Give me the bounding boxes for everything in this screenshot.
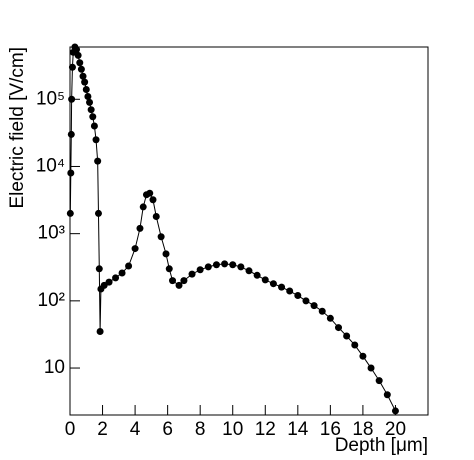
data-point (157, 233, 165, 241)
y-axis-title: Electric field [V/cm] (7, 47, 28, 209)
data-point (383, 391, 391, 399)
data-point (294, 292, 302, 300)
data-point (261, 276, 269, 284)
data-point (82, 85, 90, 93)
data-point (87, 106, 95, 114)
data-point (90, 122, 98, 130)
x-tick-label: 2 (97, 419, 108, 440)
data-point (136, 224, 144, 232)
data-point (66, 209, 74, 217)
x-axis-title: Depth [μm] (335, 435, 428, 456)
data-point (84, 93, 92, 101)
x-tick-label: 14 (287, 419, 309, 440)
data-point (86, 98, 94, 106)
data-point (343, 332, 351, 340)
y-tick-label: 10⁵ (36, 88, 65, 109)
x-tick-label: 0 (65, 419, 76, 440)
data-point (67, 169, 75, 177)
data-point (253, 271, 261, 279)
data-point (79, 72, 87, 80)
data-line (69, 45, 396, 412)
data-point (146, 189, 154, 197)
data-point (81, 78, 89, 86)
data-point (162, 250, 170, 258)
data-point (105, 278, 113, 286)
data-point (96, 327, 104, 335)
data-point (68, 63, 76, 71)
data-point (67, 130, 75, 138)
x-tick-label: 8 (195, 419, 206, 440)
data-point (212, 261, 220, 269)
data-point (229, 261, 237, 269)
data-point (94, 209, 102, 217)
data-point (149, 196, 157, 204)
x-tick-label: 4 (130, 419, 141, 440)
data-point (188, 270, 196, 278)
plot-frame (69, 46, 429, 416)
x-tick-label: 18 (352, 419, 373, 440)
x-tick-label: 20 (385, 419, 406, 440)
data-point (196, 266, 204, 274)
x-tick-label: 12 (255, 419, 276, 440)
data-point (221, 260, 229, 268)
y-tick-label: 10 (44, 357, 65, 378)
data-point (95, 265, 103, 273)
data-point (318, 307, 326, 315)
data-point (286, 287, 294, 295)
data-point (367, 364, 375, 372)
data-point (118, 269, 126, 277)
data-point (359, 352, 367, 360)
y-tick-label: 10³ (38, 223, 65, 244)
data-point (391, 407, 399, 415)
data-point (152, 213, 160, 221)
x-tick-label: 10 (222, 419, 243, 440)
data-point (375, 377, 383, 385)
data-point (68, 95, 76, 103)
y-tick-label: 10² (38, 290, 65, 311)
data-point (94, 157, 102, 165)
data-point (310, 302, 318, 310)
data-point (175, 281, 183, 289)
data-point (74, 51, 82, 59)
data-point (139, 203, 147, 211)
data-point (204, 263, 212, 271)
data-point (112, 274, 120, 282)
data-point (169, 277, 177, 285)
data-point (269, 280, 277, 288)
y-tick-label: 10⁴ (36, 155, 65, 176)
x-tick-label: 6 (162, 419, 173, 440)
data-point (278, 283, 286, 291)
data-point (335, 324, 342, 332)
data-point (165, 265, 173, 273)
data-point (351, 341, 359, 349)
data-point (237, 263, 245, 271)
data-point (326, 314, 334, 322)
data-point (73, 46, 81, 54)
data-point (76, 59, 84, 67)
data-point (125, 262, 133, 270)
data-point (92, 136, 100, 144)
x-tick-label: 16 (320, 419, 341, 440)
data-point (180, 277, 188, 285)
data-point (302, 297, 310, 305)
data-point (131, 245, 139, 253)
data-point (77, 65, 85, 73)
data-point (89, 113, 97, 121)
data-point (245, 267, 253, 275)
